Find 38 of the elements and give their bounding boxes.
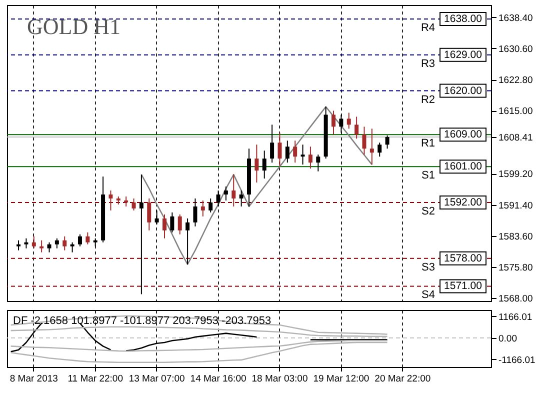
annotation: 1609.00 xyxy=(444,128,482,141)
y-tick-label: 1591.40 xyxy=(498,200,533,212)
y-tick-label: 1608.41 xyxy=(498,132,533,144)
ref-line-label: R3 xyxy=(420,58,435,70)
x-tick-label: 8 Mar 2013 xyxy=(10,374,58,384)
x-tick-label: 14 Mar 16:00 xyxy=(190,374,246,384)
y-tick-label: 1568.00 xyxy=(498,294,533,305)
annotation: 1629.00 xyxy=(444,48,482,61)
y-tick-label: 1638.40 xyxy=(498,12,533,24)
ref-line-label: S1 xyxy=(422,170,435,182)
y-tick-label: -1166.01 xyxy=(498,354,536,366)
y-tick-label: 1599.20 xyxy=(498,169,533,180)
ref-line-label: S2 xyxy=(422,205,435,218)
chart-title: DF -2.1658 101.8977 -101.8977 203.7953 -203.7953 xyxy=(13,315,272,327)
annotation: 1571.00 xyxy=(444,280,482,292)
annotation: 1620.00 xyxy=(444,84,482,97)
y-tick-label: 1615.00 xyxy=(498,106,533,118)
ref-line-label: R1 xyxy=(420,138,435,150)
ref-line-label: S3 xyxy=(422,261,435,274)
y-tick-label: 1583.60 xyxy=(498,231,533,242)
y-tick-label: 1575.80 xyxy=(498,262,533,274)
ref-line-label: R2 xyxy=(420,94,435,106)
x-tick-label: 18 Mar 03:00 xyxy=(252,374,308,384)
chart-title: GOLD H1 xyxy=(27,14,120,39)
x-tick-label: 13 Mar 07:00 xyxy=(128,374,185,384)
annotation: 1638.00 xyxy=(444,12,482,25)
y-tick-label: 1630.60 xyxy=(498,44,533,55)
ref-line-label: R4 xyxy=(420,22,435,34)
annotation: 1601.00 xyxy=(444,160,482,173)
ref-line-label: S4 xyxy=(422,289,435,302)
x-tick-label: 11 Mar 22:00 xyxy=(68,374,123,384)
x-tick-label: 20 Mar 22:00 xyxy=(374,374,431,384)
y-tick-label: 0.00 xyxy=(498,333,517,344)
annotation: 1592.00 xyxy=(444,196,482,208)
y-tick-label: 1166.01 xyxy=(498,312,532,323)
y-tick-label: 1622.80 xyxy=(498,75,533,86)
annotation: 1578.00 xyxy=(444,252,482,264)
x-tick-label: 19 Mar 12:00 xyxy=(313,374,370,384)
